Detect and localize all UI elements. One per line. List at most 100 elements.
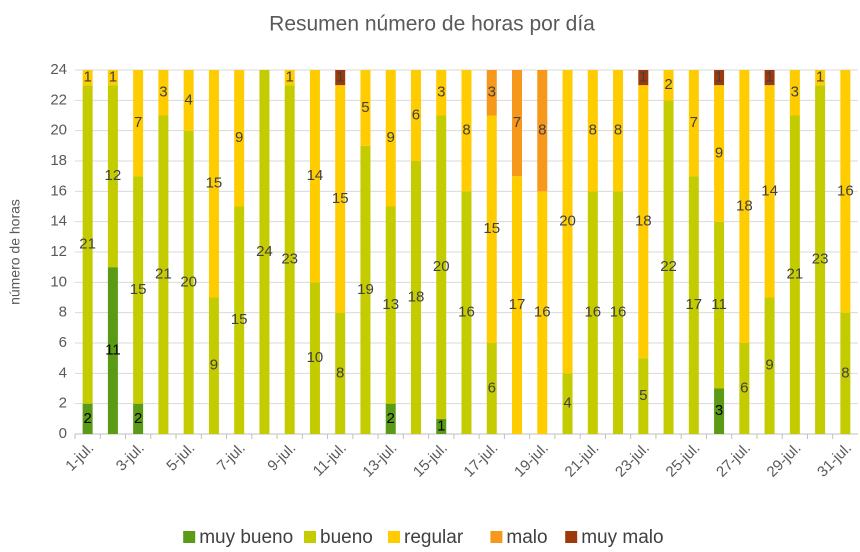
bar-segment [436,115,447,419]
bar-segment [158,70,169,116]
data-label: 4 [184,91,192,108]
data-label: 21 [787,266,804,283]
bar-segment [158,115,169,434]
legend-swatch [183,531,196,543]
bar-segment [133,70,144,177]
bar-segment [183,130,194,434]
data-label: 14 [761,182,778,199]
bar-segment [739,343,750,434]
bar-segment [663,100,674,434]
bar-segment [234,70,245,207]
bar-segment [486,70,497,116]
bar-segment [385,70,396,207]
y-tick-label: 0 [59,425,67,442]
bar-segment [613,70,624,192]
data-label: 4 [563,395,571,412]
legend-swatch [565,531,578,543]
data-label: 9 [387,129,395,146]
x-tick-label: 15-jul. [410,440,451,481]
data-label: 15 [130,281,147,298]
data-label: 8 [589,122,597,139]
x-tick-label: 5-jul. [163,440,198,475]
data-label: 8 [462,122,470,139]
bar-segment [208,70,219,298]
data-label: 15 [231,311,248,328]
x-tick-label: 9-jul. [264,440,299,475]
data-label: 9 [210,357,218,374]
data-label: 18 [736,197,753,214]
data-label: 20 [559,213,576,230]
bar-segment [638,358,649,434]
data-label: 9 [765,357,773,374]
data-label: 6 [488,379,496,396]
legend-label: muy bueno [199,527,293,548]
bar-segment [537,70,548,192]
bar-segment [309,282,320,434]
data-label: 1 [765,69,773,86]
bar-segment [360,70,371,146]
data-label: 16 [610,304,627,321]
bar-segment [82,403,93,434]
y-tick-label: 14 [50,213,67,230]
data-label: 22 [660,258,677,275]
data-label: 16 [584,304,601,321]
data-label: 2 [83,410,91,427]
bar-segment [82,85,93,404]
bar-segment [208,297,219,434]
legend-swatch [388,531,400,543]
bar-segment [360,145,371,435]
data-label: 16 [837,182,854,199]
y-tick-label: 2 [59,395,67,412]
data-label: 10 [307,349,324,366]
data-label: 6 [740,379,748,396]
data-label: 15 [483,220,500,237]
data-label: 8 [841,364,849,381]
bar-segment [259,70,270,434]
data-label: 23 [281,251,298,268]
bar-segment [739,70,750,343]
bar-segment [714,388,725,434]
bar-segment [107,267,118,434]
data-label: 3 [159,84,167,101]
bar-segment [284,70,295,86]
bar-segment [410,70,421,161]
data-label: 20 [433,258,450,275]
bar-segment [714,85,725,222]
x-tick-label: 17-jul. [460,440,501,481]
bar-segment [815,85,826,435]
bar-segment [486,115,497,343]
legend-label: muy malo [581,527,663,548]
bar-segment [385,403,396,434]
bar-segment [284,85,295,435]
data-label: 3 [437,84,445,101]
bar-segment [714,70,725,86]
data-label: 11 [711,296,727,313]
legend-label: bueno [320,527,373,548]
y-axis-label: número de horas [7,199,23,305]
x-tick-label: 1-jul. [62,440,97,475]
bar-segment [461,191,472,434]
x-tick-label: 19-jul. [511,440,552,481]
data-label: 1 [83,69,91,86]
bar-segment [309,70,320,283]
data-label: 1 [336,69,344,86]
data-label: 3 [791,84,799,101]
bar-segment [385,206,396,404]
bar-segment [512,70,523,177]
data-label: 1 [816,69,824,86]
bar-segment [335,312,346,434]
data-label: 13 [382,296,399,313]
data-label: 1 [109,69,117,86]
bar-segment [436,418,447,434]
legend-swatch [490,531,503,543]
data-label: 21 [79,235,96,252]
data-label: 14 [307,167,324,184]
bar-segment [512,176,523,434]
bar-segment [688,70,699,177]
data-label: 8 [614,122,622,139]
data-label: 3 [488,84,496,101]
data-label: 8 [336,364,344,381]
x-tick-label: 31-jul. [814,440,855,481]
bar-segment [587,70,598,192]
data-label: 20 [180,273,197,290]
